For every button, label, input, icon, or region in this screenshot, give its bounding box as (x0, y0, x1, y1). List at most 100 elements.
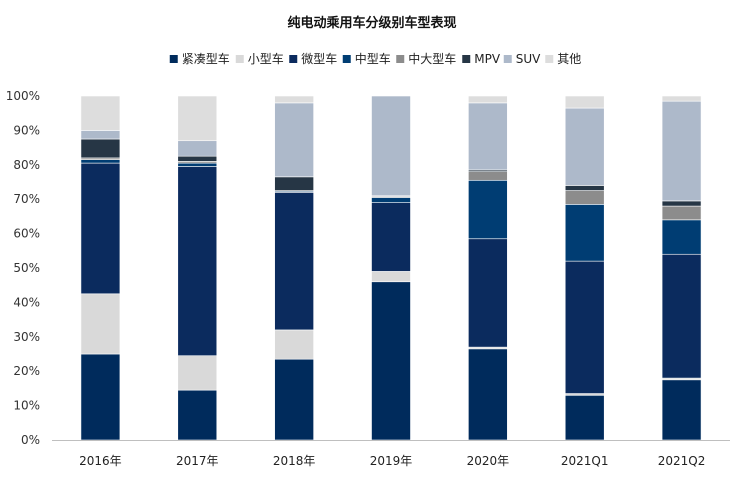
bar-segment (661, 219, 702, 255)
bar-segment (468, 348, 508, 441)
y-tick-label: 20% (13, 364, 40, 378)
legend-label: 微型车 (301, 51, 337, 66)
legend-swatch (462, 55, 471, 63)
y-tick-label: 50% (13, 261, 40, 275)
bar-segment (177, 166, 218, 357)
bar-stack (274, 95, 314, 441)
bar-segment (564, 190, 605, 205)
x-tick-label: 2021Q2 (658, 454, 706, 468)
y-tick-label: 0% (21, 433, 40, 447)
bar-segment (80, 293, 121, 355)
legend-item: 小型车 (235, 51, 284, 66)
bar-segment (468, 95, 508, 104)
legend-item: SUV (503, 52, 541, 66)
bar-segment (661, 100, 702, 202)
bar-segment (468, 179, 508, 240)
bar-segment (661, 95, 702, 102)
x-axis: 2016年 2017年 2018年 2019年 2020年 2021Q1 2021Q2 (52, 440, 730, 468)
legend-swatch (396, 55, 405, 63)
y-tick-label: 80% (13, 158, 40, 172)
legend-label: 紧凑型车 (182, 51, 230, 66)
bar-segment (468, 238, 508, 348)
bar-segment (80, 162, 121, 295)
legend-label: 其他 (557, 52, 581, 66)
legend-label: MPV (474, 52, 501, 66)
x-tick-label: 2017年 (176, 454, 219, 468)
bar-segment (564, 260, 605, 394)
legend-item: 中大型车 (396, 51, 456, 66)
bar-stack (371, 95, 411, 441)
bar-segment (468, 102, 508, 171)
legend-swatch (545, 55, 554, 63)
bar-segment (564, 95, 605, 109)
bar-segment (274, 176, 314, 191)
bar-segment (371, 202, 411, 272)
bar-segment (661, 379, 702, 441)
y-tick-label: 10% (13, 399, 40, 413)
bar-segment (80, 138, 121, 159)
legend: 紧凑型车 小型车 微型车 中型车 中大型车 MPV SUV 其他 (169, 51, 581, 66)
bar-segment (564, 394, 605, 441)
y-tick-label: 60% (13, 227, 40, 241)
legend-label: 中型车 (355, 51, 391, 66)
legend-swatch (235, 55, 244, 63)
legend-label: 中大型车 (408, 51, 456, 66)
bar-segment (80, 130, 121, 140)
legend-swatch (503, 55, 512, 63)
legend-swatch (289, 55, 298, 63)
bar-stack (80, 95, 121, 441)
legend-item: 微型车 (289, 51, 337, 66)
bar-segment (177, 355, 218, 391)
bar-segment (564, 107, 605, 186)
x-tick-label: 2016年 (79, 454, 122, 468)
bar-segment (177, 140, 218, 157)
bar-segment (177, 95, 218, 142)
x-tick-label: 2020年 (467, 454, 510, 468)
chart-title: 纯电动乘用车分级别车型表现 (287, 15, 456, 31)
bars (80, 95, 702, 441)
bar-segment (371, 271, 411, 283)
bar-segment (661, 200, 702, 207)
legend-label: SUV (516, 52, 541, 66)
bar-stack (468, 95, 508, 441)
bar-segment (661, 253, 702, 379)
bar-segment (274, 95, 314, 104)
bar-stack (661, 95, 702, 441)
bar-segment (371, 197, 411, 203)
legend-item: MPV (462, 52, 501, 66)
bar-segment (177, 155, 218, 162)
bar-segment (661, 205, 702, 221)
bar-segment (468, 171, 508, 181)
y-tick-label: 90% (13, 123, 40, 137)
y-tick-label: 100% (6, 89, 40, 103)
bar-segment (371, 95, 411, 197)
bar-segment (80, 159, 121, 164)
bar-segment (80, 95, 121, 131)
legend-swatch (342, 55, 351, 63)
bar-segment (274, 192, 314, 331)
x-tick-label: 2019年 (370, 454, 413, 468)
bar-segment (274, 102, 314, 178)
bar-segment (564, 185, 605, 191)
bar-segment (371, 281, 411, 441)
bar-segment (177, 162, 218, 167)
bar-segment (564, 204, 605, 262)
y-tick-label: 70% (13, 192, 40, 206)
x-tick-label: 2018年 (273, 454, 316, 468)
y-tick-label: 30% (13, 330, 40, 344)
legend-swatch (169, 55, 178, 63)
bar-stack (564, 95, 605, 441)
legend-label: 小型车 (248, 51, 284, 66)
bar-segment (274, 358, 314, 441)
y-axis: 0% 10% 20% 30% 40% 50% 60% 70% 80% 90% 100% (6, 89, 40, 447)
x-tick-label: 2021Q1 (561, 454, 609, 468)
bar-stack (177, 95, 218, 441)
legend-item: 紧凑型车 (169, 51, 230, 66)
bar-segment (274, 329, 314, 360)
y-tick-label: 40% (13, 295, 40, 309)
legend-item: 中型车 (342, 51, 391, 66)
legend-item: 其他 (545, 52, 581, 66)
bar-segment (80, 353, 121, 441)
bar-segment (177, 389, 218, 441)
